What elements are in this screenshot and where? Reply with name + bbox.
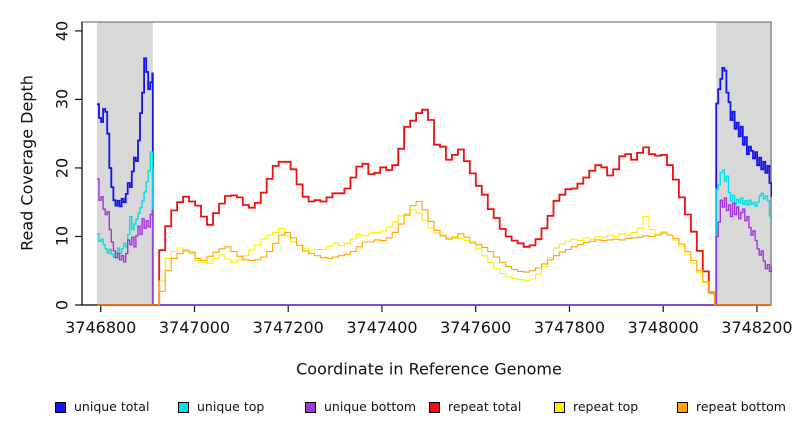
x-tick-label-3747400: 3747400 <box>346 318 418 337</box>
series-line-unique-bottom <box>97 178 772 306</box>
legend-item-unique-total: unique total <box>55 399 150 414</box>
legend-item-unique-top: unique top <box>178 399 265 414</box>
legend-item-repeat-total: repeat total <box>429 399 522 414</box>
x-tick-label-3747800: 3747800 <box>533 318 606 337</box>
x-tick-label-3747200: 3747200 <box>252 318 324 337</box>
legend-label-repeat-total: repeat total <box>448 399 522 414</box>
legend-item-unique-bottom: unique bottom <box>305 399 417 414</box>
y-tick-label-30: 30 <box>52 89 72 110</box>
x-axis-title: Coordinate in Reference Genome <box>296 359 562 379</box>
x-tick-label-3747000: 3747000 <box>158 318 231 337</box>
y-tick-label-40: 40 <box>52 20 72 42</box>
legend-swatch-unique-total <box>55 401 66 413</box>
y-tick-label-10: 10 <box>52 226 72 247</box>
legend-swatch-repeat-top <box>554 401 565 413</box>
y-tick-label-20: 20 <box>52 157 72 179</box>
legend-swatch-repeat-total <box>429 401 440 413</box>
legend-label-repeat-top: repeat top <box>573 399 639 414</box>
legend-label-unique-top: unique top <box>197 399 265 414</box>
x-tick-label-3748000: 3748000 <box>627 318 699 337</box>
legend-label-repeat-bottom: repeat bottom <box>696 399 786 414</box>
legend-label-unique-bottom: unique bottom <box>324 399 417 414</box>
legend-label-unique-total: unique total <box>74 399 150 414</box>
series-line-unique-total <box>97 57 772 306</box>
x-tick-label-3748200: 3748200 <box>721 318 792 337</box>
x-tick-label-3746800: 3746800 <box>65 318 137 337</box>
x-tick-label-3747600: 3747600 <box>440 318 512 337</box>
y-axis-title: Read Coverage Depth <box>17 75 37 251</box>
series-line-repeat-total <box>97 108 772 306</box>
y-tick-label-0: 0 <box>52 299 72 311</box>
legend-swatch-unique-top <box>178 401 189 413</box>
legend-item-repeat-top: repeat top <box>554 399 639 414</box>
legend-swatch-unique-bottom <box>305 401 316 413</box>
legend-swatch-repeat-bottom <box>677 401 688 413</box>
series-line-repeat-bottom <box>97 200 772 306</box>
legend-item-repeat-bottom: repeat bottom <box>677 399 786 414</box>
